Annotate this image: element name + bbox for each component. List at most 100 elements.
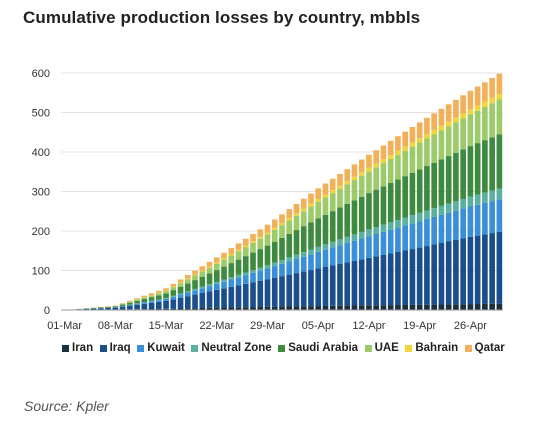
bar-segment-kuwait: [438, 214, 445, 244]
bar-segment-bahrain: [184, 278, 191, 280]
bar-segment-bahrain: [308, 203, 314, 207]
bar-segment-neutral-zone: [155, 299, 162, 301]
x-tick-label: 22-Mar: [199, 320, 234, 332]
bar-segment-iran: [177, 308, 184, 310]
bar-segment-uae: [366, 171, 372, 194]
bar-segment-qatar: [431, 113, 437, 130]
bar-segment-kuwait: [293, 259, 300, 274]
bar-segment-bahrain: [380, 159, 387, 164]
bar-segment-qatar: [184, 275, 191, 279]
bar-segment-kuwait: [409, 223, 416, 250]
y-tick-label: 600: [32, 68, 50, 80]
bar-segment-neutral-zone: [235, 274, 242, 278]
bar-segment-qatar: [148, 293, 155, 296]
bar-segment-qatar: [206, 261, 213, 267]
bar-segment-neutral-zone: [431, 208, 437, 217]
bar-segment-kuwait: [271, 266, 278, 278]
bar-segment-iran: [257, 306, 264, 310]
bar-segment-iran: [482, 303, 488, 310]
bar-segment-uae: [308, 206, 314, 223]
bar-segment-qatar: [221, 252, 227, 259]
bar-segment-kuwait: [358, 238, 365, 260]
bar-segment-uae: [474, 110, 481, 144]
bar-segment-saudi-arabia: [424, 166, 430, 211]
bars-layer: [69, 73, 503, 310]
bar-segment-saudi-arabia: [242, 256, 249, 273]
bar-segment-saudi-arabia: [163, 293, 169, 299]
bar-segment-neutral-zone: [395, 219, 401, 228]
bar-segment-neutral-zone: [380, 224, 387, 232]
bar-segment-uae: [351, 180, 358, 201]
bar-segment-uae: [445, 126, 452, 157]
bar-segment-iraq: [105, 307, 111, 310]
bar-segment-iran: [438, 304, 445, 310]
bar-segment-saudi-arabia: [235, 259, 242, 275]
bar-segment-neutral-zone: [271, 262, 278, 267]
bar-segment-bahrain: [431, 129, 437, 135]
legend-item-neutral-zone: Neutral Zone: [191, 342, 272, 354]
x-tick-label: 05-Apr: [302, 320, 335, 332]
bar-segment-bahrain: [366, 167, 372, 172]
bar-segment-uae: [358, 175, 365, 197]
bar-segment-neutral-zone: [409, 215, 416, 224]
bar-segment-uae: [322, 197, 329, 215]
bar-segment-neutral-zone: [438, 205, 445, 215]
bar-segment-bahrain: [257, 236, 264, 239]
bar-segment-saudi-arabia: [293, 230, 300, 255]
bar-segment-kuwait: [431, 216, 437, 245]
bar-segment-saudi-arabia: [322, 214, 329, 245]
bar-segment-qatar: [170, 283, 177, 287]
x-tick-label: 08-Mar: [98, 320, 133, 332]
bar-segment-qatar: [293, 203, 300, 214]
bar-segment-qatar: [409, 127, 416, 143]
bar-segment-iran: [293, 306, 300, 310]
bar-segment-kuwait: [148, 301, 155, 303]
bar-segment-iraq: [416, 247, 423, 305]
bar-segment-iraq: [228, 286, 235, 308]
bar-segment-qatar: [199, 266, 206, 271]
bar-segment-uae: [416, 142, 423, 170]
bar-segment-saudi-arabia: [213, 270, 220, 282]
bar-segment-neutral-zone: [329, 241, 336, 248]
legend-swatch: [405, 344, 413, 352]
bar-segment-bahrain: [192, 274, 198, 276]
x-tick-label: 29-Mar: [250, 320, 285, 332]
bar-segment-saudi-arabia: [105, 306, 111, 308]
bar-segment-saudi-arabia: [300, 226, 307, 253]
bar-segment-iraq: [155, 301, 162, 309]
bar-segment-saudi-arabia: [228, 263, 235, 278]
bar-segment-iran: [489, 303, 495, 310]
bar-segment-neutral-zone: [300, 252, 307, 257]
bar-segment-qatar: [467, 90, 474, 110]
bar-segment-kuwait: [184, 292, 191, 297]
bar-segment-iraq: [387, 253, 394, 306]
bar-segment-iran: [300, 306, 307, 310]
bar-segment-neutral-zone: [416, 212, 423, 222]
bar-segment-iraq: [489, 233, 495, 304]
bar-segment-kuwait: [235, 277, 242, 286]
bar-segment-qatar: [235, 243, 242, 250]
bar-segment-iraq: [293, 273, 300, 307]
bar-segment-saudi-arabia: [286, 233, 293, 258]
bar-segment-qatar: [344, 169, 351, 182]
bar-segment-iraq: [98, 308, 104, 310]
bar-segment-bahrain: [329, 190, 336, 194]
bar-segment-saudi-arabia: [344, 203, 351, 237]
y-tick-label: 300: [32, 187, 50, 199]
chart-title: Cumulative production losses by country,…: [23, 8, 421, 27]
bar-segment-iraq: [279, 276, 285, 307]
bar-segment-qatar: [322, 183, 329, 195]
bar-segment-iraq: [300, 271, 307, 307]
bar-segment-uae: [141, 297, 148, 299]
bar-segment-uae: [192, 275, 198, 281]
bar-segment-uae: [279, 225, 285, 238]
bar-segment-saudi-arabia: [170, 290, 177, 296]
bar-segment-saudi-arabia: [467, 146, 474, 197]
bar-segment-saudi-arabia: [257, 249, 264, 268]
bar-segment-neutral-zone: [228, 277, 235, 280]
bar-segment-iran: [228, 307, 235, 310]
bar-segment-neutral-zone: [366, 229, 372, 237]
bar-segment-saudi-arabia: [358, 196, 365, 232]
bar-segment-uae: [242, 247, 249, 257]
